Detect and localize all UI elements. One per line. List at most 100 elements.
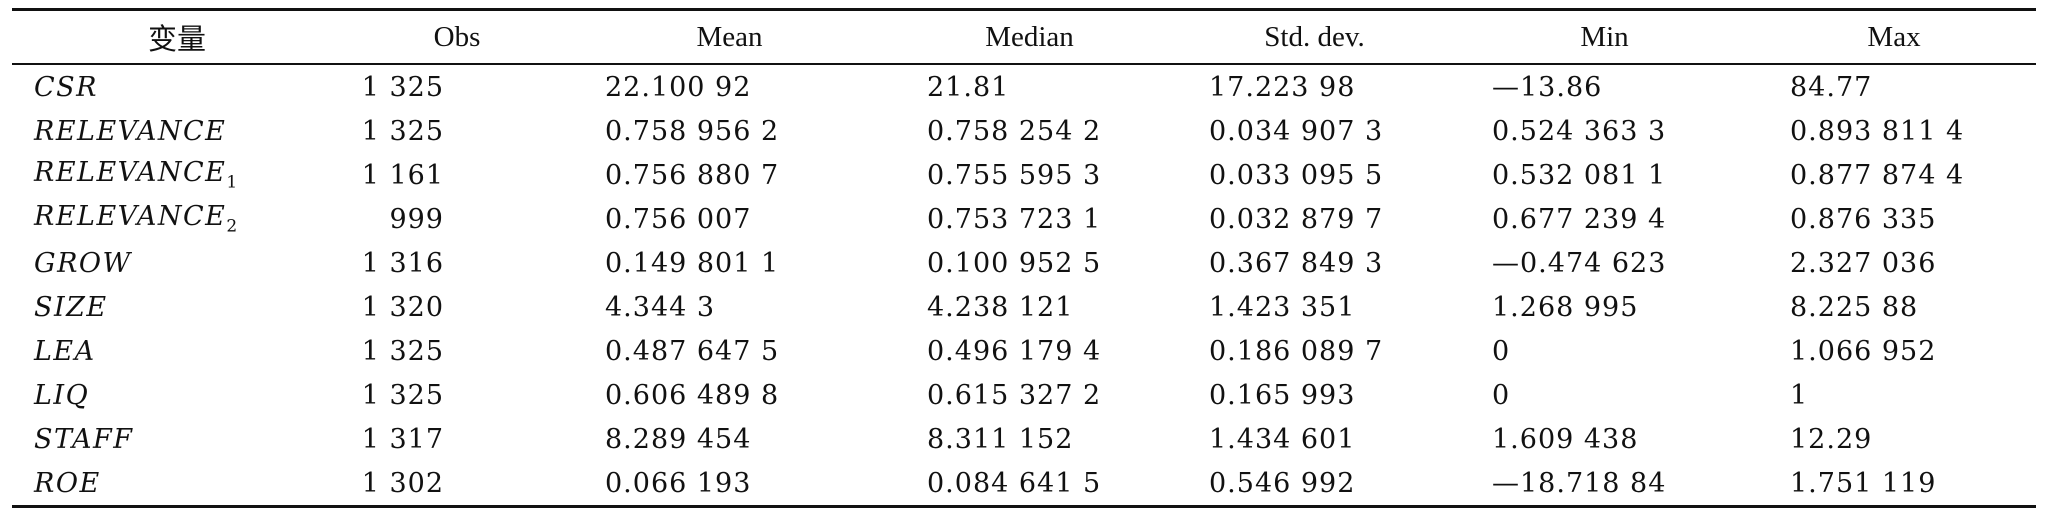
variable-name-cell: RELEVANCE xyxy=(12,109,342,153)
max-cell: 1.751 119 xyxy=(1790,467,1937,499)
median-cell: 0.496 179 4 xyxy=(927,335,1102,367)
max-cell: 8.225 88 xyxy=(1790,291,1919,323)
header-obs: Obs xyxy=(433,20,481,53)
obs-cell: 1 325 xyxy=(361,335,444,367)
sd-cell: 1.434 601 xyxy=(1209,423,1356,455)
mean-cell: 0.758 956 2 xyxy=(605,115,780,147)
mean-cell: 0.066 193 xyxy=(605,467,752,499)
sd-cell: 0.165 993 xyxy=(1209,379,1356,411)
median-cell: 0.755 595 3 xyxy=(927,159,1102,191)
obs-cell: 1 161 xyxy=(361,159,444,191)
table-row: GROW 1 316 0.149 801 1 0.100 952 5 0.367 849… xyxy=(12,241,2036,285)
sd-cell: 17.223 98 xyxy=(1209,71,1356,103)
variable-name: LIQ xyxy=(34,379,90,411)
table-row: LIQ 1 325 0.606 489 8 0.615 327 2 0.165 993 0… xyxy=(12,373,2036,417)
median-cell: 4.238 121 xyxy=(927,291,1074,323)
table-row: RELEVANCE 1 325 0.758 956 2 0.758 254 2 0.03… xyxy=(12,109,2036,153)
sd-cell: 0.186 089 7 xyxy=(1209,335,1384,367)
obs-cell: 1 325 xyxy=(361,71,444,103)
obs-cell: 1 325 xyxy=(361,379,444,411)
header-max: Max xyxy=(1867,20,1921,53)
median-cell: 0.100 952 5 xyxy=(927,247,1102,279)
mean-cell: 0.756 007 xyxy=(605,203,752,235)
max-cell: 2.327 036 xyxy=(1790,247,1937,279)
obs-cell: 1 320 xyxy=(361,291,444,323)
variable-name-cell: SIZE xyxy=(12,285,342,329)
variable-name-cell: STAFF xyxy=(12,417,342,461)
table-row: RELEVANCE2 999 0.756 007 0.753 723 1 0.032 8… xyxy=(12,197,2036,241)
min-cell: 1.609 438 xyxy=(1492,423,1639,455)
variable-name-cell: RELEVANCE2 xyxy=(12,197,342,241)
median-cell: 0.753 723 1 xyxy=(927,203,1102,235)
sd-cell: 0.032 879 7 xyxy=(1209,203,1384,235)
mean-cell: 8.289 454 xyxy=(605,423,752,455)
max-cell: 12.29 xyxy=(1790,423,1873,455)
sd-cell: 0.033 095 5 xyxy=(1209,159,1384,191)
obs-cell: 1 325 xyxy=(361,115,444,147)
variable-name: GROW xyxy=(34,247,132,279)
min-cell: 0.677 239 4 xyxy=(1492,203,1667,235)
variable-name: CSR xyxy=(34,71,98,103)
descriptive-statistics-table: 变量 Obs Mean Median Std. dev. Min Max CSR… xyxy=(12,8,2036,508)
mean-cell: 0.606 489 8 xyxy=(605,379,780,411)
max-cell: 0.876 335 xyxy=(1790,203,1937,235)
variable-name: RELEVANCE xyxy=(34,201,227,233)
median-cell: 0.758 254 2 xyxy=(927,115,1102,147)
obs-cell: 1 317 xyxy=(361,423,444,455)
mean-cell: 22.100 92 xyxy=(605,71,752,103)
max-cell: 0.877 874 4 xyxy=(1790,159,1965,191)
variable-subscript: 2 xyxy=(226,216,239,237)
table-row: CSR 1 325 22.100 92 21.81 17.223 98 —13.86 84.… xyxy=(12,64,2036,109)
max-cell: 1.066 952 xyxy=(1790,335,1937,367)
header-median: Median xyxy=(985,20,1074,53)
sd-cell: 0.546 992 xyxy=(1209,467,1356,499)
max-cell: 84.77 xyxy=(1790,71,1873,103)
variable-name-cell: RELEVANCE1 xyxy=(12,153,342,197)
table-row: SIZE 1 320 4.344 3 4.238 121 1.423 351 1.268 … xyxy=(12,285,2036,329)
header-std-dev: Std. dev. xyxy=(1264,20,1365,53)
sd-cell: 1.423 351 xyxy=(1209,291,1356,323)
variable-name-cell: ROE xyxy=(12,461,342,507)
table-row: RELEVANCE1 1 161 0.756 880 7 0.755 595 3 0.0… xyxy=(12,153,2036,197)
table-row: LEA 1 325 0.487 647 5 0.496 179 4 0.186 089 … xyxy=(12,329,2036,373)
variable-name-cell: GROW xyxy=(12,241,342,285)
table-body: CSR 1 325 22.100 92 21.81 17.223 98 —13.86 84.… xyxy=(12,64,2036,507)
max-cell: 1 xyxy=(1790,379,1809,411)
min-cell: 0 xyxy=(1492,335,1511,367)
header-variable: 变量 xyxy=(147,24,206,56)
max-cell: 0.893 811 4 xyxy=(1790,115,1965,147)
mean-cell: 4.344 3 xyxy=(605,291,716,323)
mean-cell: 0.149 801 1 xyxy=(605,247,780,279)
variable-name-cell: LEA xyxy=(12,329,342,373)
variable-name: LEA xyxy=(34,335,96,367)
median-cell: 0.615 327 2 xyxy=(927,379,1102,411)
variable-subscript: 1 xyxy=(226,172,239,193)
sd-cell: 0.034 907 3 xyxy=(1209,115,1384,147)
table-row: ROE 1 302 0.066 193 0.084 641 5 0.546 992 —18… xyxy=(12,461,2036,507)
median-cell: 21.81 xyxy=(927,71,1010,103)
variable-name: STAFF xyxy=(34,423,134,455)
variable-name: RELEVANCE xyxy=(34,157,227,189)
min-cell: 0.532 081 1 xyxy=(1492,159,1667,191)
min-cell: —18.718 84 xyxy=(1492,467,1667,499)
variable-name: ROE xyxy=(34,467,101,499)
min-cell: —13.86 xyxy=(1492,71,1603,103)
header-min: Min xyxy=(1580,20,1629,53)
median-cell: 0.084 641 5 xyxy=(927,467,1102,499)
header-row: 变量 Obs Mean Median Std. dev. Min Max xyxy=(12,9,2036,64)
table-row: STAFF 1 317 8.289 454 8.311 152 1.434 601 1.6… xyxy=(12,417,2036,461)
obs-cell: 999 xyxy=(389,203,444,235)
min-cell: —0.474 623 xyxy=(1492,247,1667,279)
min-cell: 0 xyxy=(1492,379,1511,411)
mean-cell: 0.756 880 7 xyxy=(605,159,780,191)
variable-name: RELEVANCE xyxy=(34,115,227,147)
median-cell: 8.311 152 xyxy=(927,423,1074,455)
obs-cell: 1 302 xyxy=(361,467,444,499)
variable-name-cell: CSR xyxy=(12,64,342,109)
obs-cell: 1 316 xyxy=(361,247,444,279)
min-cell: 0.524 363 3 xyxy=(1492,115,1667,147)
header-mean: Mean xyxy=(696,20,763,53)
sd-cell: 0.367 849 3 xyxy=(1209,247,1384,279)
min-cell: 1.268 995 xyxy=(1492,291,1639,323)
variable-name: SIZE xyxy=(34,291,108,323)
